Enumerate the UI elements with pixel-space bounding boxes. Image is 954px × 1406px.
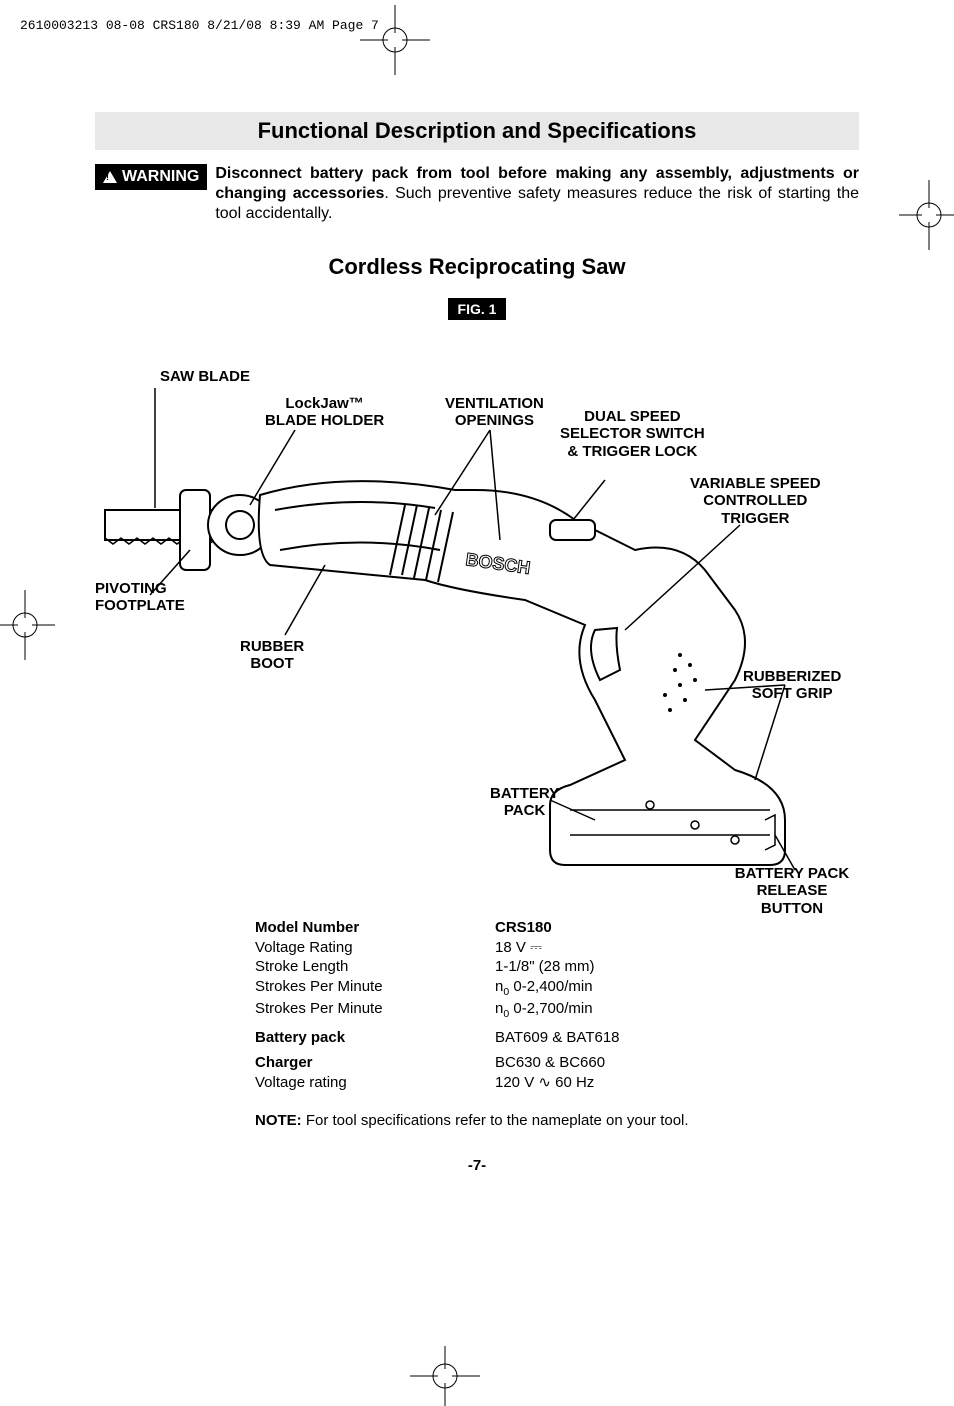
diagram: BOSCH	[95, 340, 859, 900]
callout-text: PACK	[504, 802, 545, 819]
callout-text: BLADE HOLDER	[265, 412, 384, 429]
warning-label: WARNING	[122, 167, 199, 187]
specs-table: Model Number CRS180 Voltage Rating 18 V …	[255, 918, 745, 1092]
spec-label: Strokes Per Minute	[255, 977, 495, 1000]
spec-label: Strokes Per Minute	[255, 999, 495, 1022]
warning-text: Disconnect battery pack from tool before…	[215, 164, 859, 224]
spec-label: Charger	[255, 1053, 495, 1073]
spec-value: 120 V ∿ 60 Hz	[495, 1073, 745, 1093]
section-title: Functional Description and Specification…	[95, 112, 859, 150]
spec-value: 1-1/8" (28 mm)	[495, 957, 745, 977]
spec-value: CRS180	[495, 918, 745, 938]
page-content: Functional Description and Specification…	[95, 50, 859, 1174]
callout-release: BATTERY PACK RELEASE BUTTON	[725, 865, 859, 917]
spec-label: Voltage Rating	[255, 938, 495, 958]
callout-ventilation: VENTILATION OPENINGS	[445, 395, 544, 430]
note: NOTE: For tool specifications refer to t…	[255, 1112, 745, 1129]
callout-battery: BATTERY PACK	[490, 785, 559, 820]
callout-text: PIVOTING	[95, 580, 167, 597]
figure-label: FIG. 1	[448, 298, 507, 320]
callout-text: OPENINGS	[455, 412, 534, 429]
callout-text: VENTILATION	[445, 395, 544, 412]
callout-text: BOOT	[250, 655, 293, 672]
callout-saw-blade: SAW BLADE	[160, 368, 250, 385]
print-header: 2610003213 08-08 CRS180 8/21/08 8:39 AM …	[20, 18, 379, 33]
page-number: -7-	[95, 1157, 859, 1174]
spec-value: 18 V ⎓	[495, 938, 745, 958]
note-text: For tool specifications refer to the nam…	[302, 1112, 689, 1129]
callout-text: RELEASE BUTTON	[757, 882, 828, 916]
callout-text: RUBBERIZED	[743, 668, 841, 685]
callout-variable-speed: VARIABLE SPEED CONTROLLED TRIGGER	[690, 475, 821, 527]
product-title: Cordless Reciprocating Saw	[95, 254, 859, 280]
spec-label: Stroke Length	[255, 957, 495, 977]
spec-value: n0 0-2,400/min	[495, 977, 745, 1000]
callout-text: SELECTOR SWITCH	[560, 425, 705, 442]
callout-text: SOFT GRIP	[752, 685, 833, 702]
note-label: NOTE:	[255, 1112, 302, 1129]
spec-label: Voltage rating	[255, 1073, 495, 1093]
callout-text: RUBBER	[240, 638, 304, 655]
exclamation-icon: !	[106, 172, 109, 183]
callout-text: VARIABLE SPEED	[690, 475, 821, 492]
spec-value: BC630 & BC660	[495, 1053, 745, 1073]
callout-lockjaw: LockJaw™ BLADE HOLDER	[265, 395, 384, 430]
callout-text: TRIGGER	[721, 510, 789, 527]
callout-rubberized: RUBBERIZED SOFT GRIP	[743, 668, 841, 703]
callout-rubber-boot: RUBBER BOOT	[240, 638, 304, 673]
callout-text: FOOTPLATE	[95, 597, 185, 614]
spec-label: Model Number	[255, 918, 495, 938]
spec-value: n0 0-2,700/min	[495, 999, 745, 1022]
callout-text: LockJaw™	[285, 395, 363, 412]
callout-pivoting: PIVOTING FOOTPLATE	[95, 580, 185, 615]
warning-badge: WARNING !	[95, 164, 207, 190]
callout-dual-speed: DUAL SPEED SELECTOR SWITCH & TRIGGER LOC…	[560, 408, 705, 460]
callout-text: BATTERY PACK	[735, 865, 849, 882]
callout-text: BATTERY	[490, 785, 559, 802]
callout-text: DUAL SPEED	[584, 408, 680, 425]
callout-text: CONTROLLED	[703, 492, 807, 509]
spec-label: Battery pack	[255, 1028, 495, 1048]
spec-value: BAT609 & BAT618	[495, 1028, 745, 1048]
warning-block: WARNING ! Disconnect battery pack from t…	[95, 164, 859, 224]
callout-text: & TRIGGER LOCK	[567, 443, 697, 460]
